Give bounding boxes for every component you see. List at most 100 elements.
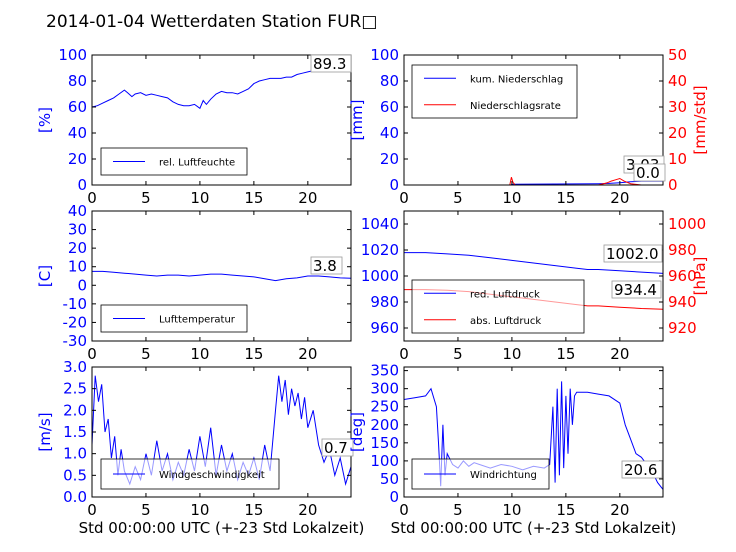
- temperature-series-0: [92, 270, 352, 282]
- pressure-y2tick-4: 1000: [668, 215, 706, 233]
- humidity-frame: [91, 54, 352, 186]
- pressure-xtick-4: 20: [610, 345, 629, 363]
- pressure-y2tick-1: 940: [668, 293, 697, 311]
- humidity-ytick-0: 0: [77, 176, 87, 194]
- wind_speed-xtick-4: 20: [298, 501, 317, 519]
- precip-y2tick-1: 10: [668, 150, 687, 168]
- temperature-legend: Lufttemperatur: [100, 304, 248, 333]
- wind_speed-ytick-4: 2.0: [63, 401, 87, 419]
- pressure-annotation-1: 934.4: [611, 280, 662, 299]
- wind_direction-ytick-0: 0: [389, 488, 399, 506]
- precip-y2tick-5: 50: [668, 46, 687, 64]
- pressure-y2tick-3: 980: [668, 241, 697, 259]
- temperature-ytick-0: -30: [63, 332, 88, 350]
- pressure-y2tick-2: 960: [668, 267, 697, 285]
- wind_speed-xlabel: Std 00:00:00 UTC (+-23 Std Lokalzeit): [79, 519, 365, 537]
- wind_direction-xlabel: Std 00:00:00 UTC (+-23 Std Lokalzeit): [391, 519, 677, 537]
- wind_direction-ylabel: [deg]: [348, 412, 366, 452]
- wind_direction-ytick-5: 250: [370, 398, 399, 416]
- pressure-legend-box: [411, 279, 585, 334]
- wind_direction-annotation-0: 20.6: [621, 460, 663, 479]
- temperature-xtick-3: 15: [244, 345, 263, 363]
- precip-ytick-1: 20: [380, 150, 399, 168]
- pressure-xtick-3: 15: [556, 345, 575, 363]
- humidity-ytick-1: 20: [68, 150, 87, 168]
- temperature-xtick-2: 10: [190, 345, 209, 363]
- precip-legend-label-1: Niederschlagsrate: [470, 101, 561, 112]
- wind_speed-annotation-0: 0.7: [321, 438, 354, 457]
- precip-series-1: [404, 177, 663, 186]
- wind_direction-xtick-2: 10: [502, 501, 521, 519]
- temperature-ytick-5: 20: [68, 239, 87, 257]
- wind_direction-annotation-box-0: [621, 460, 663, 479]
- wind_speed-annotation-box-0: [321, 438, 354, 457]
- temperature-annotation-text-0: 3.8: [313, 257, 337, 275]
- precip-annotation-text-1: 0.0: [636, 164, 660, 182]
- precip-legend: kum. Niederschlag Niederschlagsrate: [411, 64, 578, 119]
- pressure-ytick-2: 1000: [361, 267, 399, 285]
- wind_speed-panel: 0 5 10 15 20 0.0 0.5 1.0 1.5 2.0 2.5 3.0 [m/s] Std 00…: [36, 358, 364, 537]
- humidity-xtick-4: 20: [298, 189, 317, 207]
- pressure-annotation-text-1: 934.4: [614, 281, 657, 299]
- temperature-ytick-4: 10: [68, 258, 87, 276]
- wind_speed-ytick-5: 2.5: [63, 380, 87, 398]
- temperature-ytick-3: 0: [77, 276, 87, 294]
- humidity-annotation-0: 89.3: [310, 54, 352, 73]
- precip-ytick-2: 40: [380, 124, 399, 142]
- wind_direction-ytick-1: 50: [380, 470, 399, 488]
- wind_direction-ytick-4: 200: [370, 416, 399, 434]
- temperature-annotation-box-0: [310, 256, 343, 275]
- wind_speed-xtick-0: 0: [87, 501, 97, 519]
- precip-y2tick-2: 20: [668, 124, 687, 142]
- wind_direction-series-0: [403, 381, 664, 490]
- wind_direction-xtick-3: 15: [556, 501, 575, 519]
- pressure-annotation-text-0: 1002.0: [606, 245, 659, 263]
- humidity-legend-label-0: rel. Luftfeuchte: [159, 158, 235, 169]
- pressure-ytick-3: 1020: [361, 241, 399, 259]
- pressure-panel: 0 5 10 15 20 960 980 1000 1020 1040 920 940 960 980 10…: [361, 210, 709, 363]
- wind_direction-legend: Windrichtung: [411, 458, 550, 490]
- wind_speed-legend: Windgeschwindigkeit: [100, 458, 280, 490]
- wind_speed-ytick-0: 0.0: [63, 488, 87, 506]
- pressure-annotation-box-0: [603, 244, 663, 263]
- pressure-xtick-0: 0: [399, 345, 409, 363]
- wind_speed-xtick-3: 15: [244, 501, 263, 519]
- pressure-y2label: [hPa]: [691, 257, 709, 296]
- humidity-ylabel: [%]: [36, 107, 54, 133]
- temperature-xtick-1: 5: [141, 345, 151, 363]
- wind_direction-xtick-1: 5: [453, 501, 463, 519]
- temperature-ylabel: [C]: [36, 265, 54, 287]
- figure-title: 2014-01-04 Wetterdaten Station FUR□: [46, 12, 377, 32]
- wind_direction-frame: [403, 366, 664, 498]
- temperature-ytick-7: 40: [68, 202, 87, 220]
- precip-ytick-4: 80: [380, 72, 399, 90]
- pressure-y2tick-0: 920: [668, 319, 697, 337]
- precip-annotation-box-1: [633, 163, 666, 182]
- precip-xtick-3: 15: [556, 189, 575, 207]
- precip-legend-box: [411, 64, 578, 119]
- humidity-xtick-3: 15: [244, 189, 263, 207]
- precip-y2tick-4: 40: [668, 72, 687, 90]
- pressure-ytick-4: 1040: [361, 215, 399, 233]
- temperature-xtick-4: 20: [298, 345, 317, 363]
- wind_direction-ytick-3: 150: [370, 434, 399, 452]
- pressure-legend-label-0: red. Luftdruck: [470, 289, 540, 300]
- precip-series-0: [404, 180, 663, 186]
- humidity-ytick-2: 40: [68, 124, 87, 142]
- precip-xtick-0: 0: [399, 189, 409, 207]
- humidity-ytick-4: 80: [68, 72, 87, 90]
- precip-y2tick-0: 0: [668, 176, 678, 194]
- temperature-panel: 0 5 10 15 20-30-20-10010203040[C]Lufttempera…: [36, 202, 352, 363]
- wind_direction-ytick-7: 350: [370, 362, 399, 380]
- precip-panel: 0 5 10 15 20 0 20 40 60 80 100 0 10 20 30 40 50 [mm] [mm/s…: [348, 46, 709, 207]
- wind_speed-legend-label-0: Windgeschwindigkeit: [159, 470, 265, 481]
- precip-xtick-4: 20: [610, 189, 629, 207]
- wind_speed-series-0: [91, 375, 352, 486]
- wind_speed-ytick-6: 3.0: [63, 358, 87, 376]
- wind_speed-ytick-1: 0.5: [63, 466, 87, 484]
- wind_direction-ytick-2: 100: [370, 452, 399, 470]
- humidity-xtick-1: 5: [141, 189, 151, 207]
- wind_speed-xtick-1: 5: [141, 501, 151, 519]
- wind_direction-xtick-0: 0: [399, 501, 409, 519]
- pressure-ytick-1: 980: [370, 293, 399, 311]
